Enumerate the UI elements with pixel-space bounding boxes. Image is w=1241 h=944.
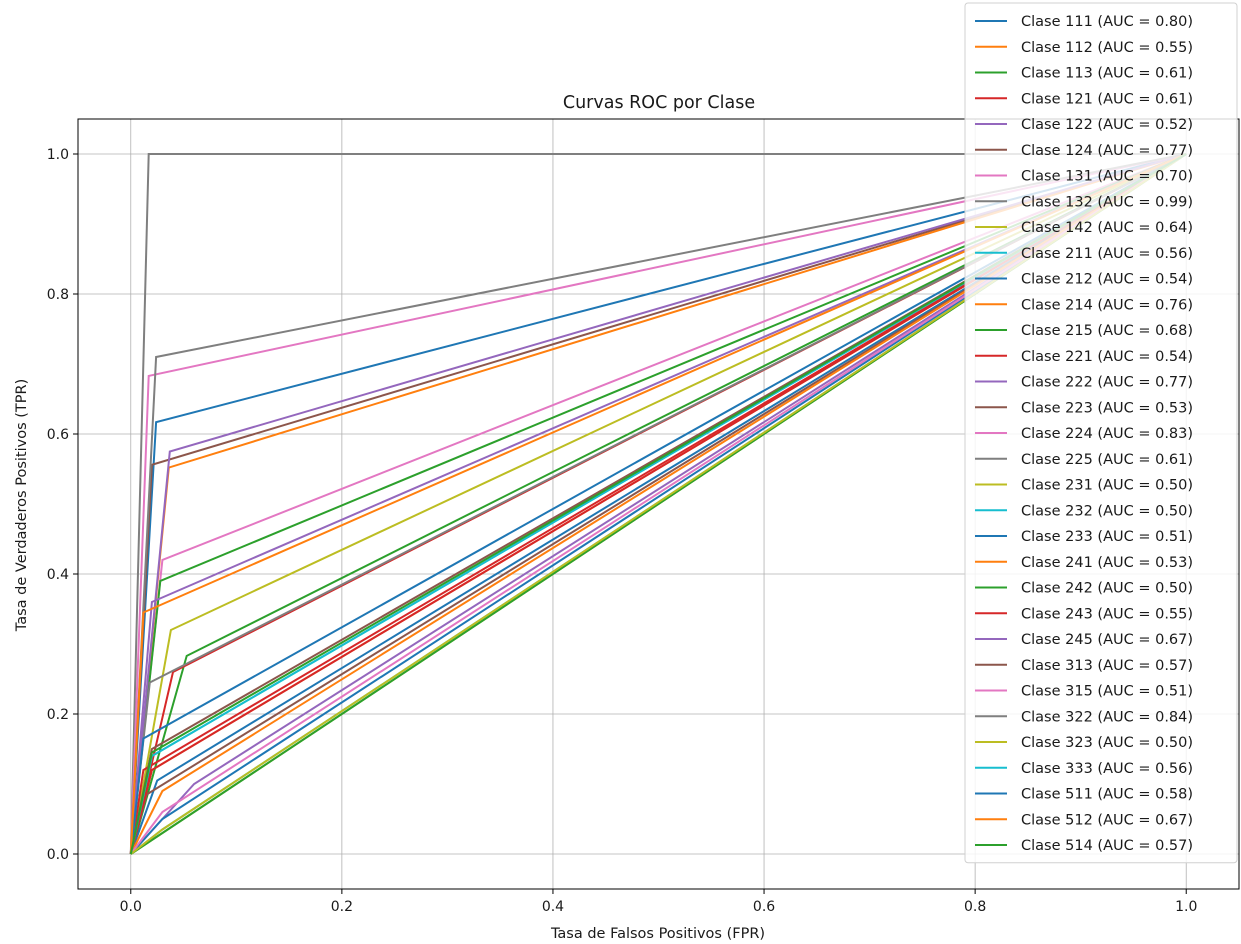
legend-entry: Clase 322 (AUC = 0.84) [1021,709,1193,725]
legend-entry: Clase 215 (AUC = 0.68) [1021,323,1193,339]
x-tick-label: 0.0 [120,899,142,915]
legend-entry: Clase 132 (AUC = 0.99) [1021,194,1193,210]
legend-entry: Clase 333 (AUC = 0.56) [1021,761,1193,777]
x-axis-label: Tasa de Falsos Positivos (FPR) [550,926,765,942]
y-axis-label: Tasa de Verdaderos Positivos (TPR) [14,379,30,632]
legend-entry: Clase 121 (AUC = 0.61) [1021,91,1193,107]
legend-entry: Clase 323 (AUC = 0.50) [1021,735,1193,751]
legend-entry: Clase 211 (AUC = 0.56) [1021,246,1193,262]
legend: Clase 111 (AUC = 0.80) Clase 112 (AUC = 0… [964,2,1238,864]
x-tick-label: 0.6 [753,899,775,915]
legend-entry: Clase 142 (AUC = 0.64) [1021,220,1193,236]
legend-entry: Clase 231 (AUC = 0.50) [1021,478,1193,494]
roc-curve-212 [129,153,1187,855]
tick-layer: 0.0 0.2 0.4 0.6 0.8 1.0 0.0 0.2 0.4 0.6 0.8 1.0 [47,147,1198,915]
legend-entry: Clase 313 (AUC = 0.57) [1021,658,1193,674]
roc-curve-221 [129,153,1187,855]
legend-entry: Clase 242 (AUC = 0.50) [1021,581,1193,597]
roc-curve-315 [130,153,1187,855]
y-tick-label: 0.0 [47,847,69,863]
legend-entry: Clase 122 (AUC = 0.52) [1021,117,1193,133]
roc-curve-323 [130,153,1187,855]
legend-entry: Clase 223 (AUC = 0.53) [1021,400,1193,416]
y-tick-label: 1.0 [47,147,69,163]
roc-curve-113 [129,153,1187,855]
y-tick-label: 0.8 [47,287,69,303]
legend-entry: Clase 511 (AUC = 0.58) [1021,787,1193,803]
legend-entry: Clase 241 (AUC = 0.53) [1021,555,1193,571]
legend-entry: Clase 214 (AUC = 0.76) [1021,297,1193,313]
legend-entry: Clase 224 (AUC = 0.83) [1021,426,1193,442]
y-tick-label: 0.4 [47,567,69,583]
series-layer [129,153,1187,855]
roc-curve-222 [129,153,1187,855]
roc-curve-245 [129,153,1187,855]
x-tick-label: 0.2 [331,899,353,915]
legend-entry: Clase 232 (AUC = 0.50) [1021,503,1193,519]
chart-title: Curvas ROC por Clase [563,93,755,113]
plot-frame [77,118,1240,890]
x-tick-label: 0.4 [542,899,564,915]
legend-entry: Clase 124 (AUC = 0.77) [1021,143,1193,159]
legend-entry: Clase 233 (AUC = 0.51) [1021,529,1193,545]
roc-curve-512 [129,153,1187,855]
legend-box [964,2,1238,864]
roc-curve-224 [129,153,1187,855]
legend-entry: Clase 111 (AUC = 0.80) [1021,14,1193,30]
y-tick-label: 0.2 [47,707,69,723]
x-tick-label: 0.8 [964,899,986,915]
legend-entry: Clase 243 (AUC = 0.55) [1021,606,1193,622]
legend-entry: Clase 514 (AUC = 0.57) [1021,838,1193,854]
roc-curve-514 [129,153,1187,855]
legend-entry: Clase 212 (AUC = 0.54) [1021,272,1193,288]
y-tick-label: 0.6 [47,427,69,443]
roc-curve-233 [130,153,1187,855]
legend-entry: Clase 113 (AUC = 0.61) [1021,66,1193,82]
legend-entry: Clase 131 (AUC = 0.70) [1021,169,1193,185]
roc-curve-132 [129,153,1187,855]
legend-entry: Clase 512 (AUC = 0.67) [1021,812,1193,828]
legend-entry: Clase 222 (AUC = 0.77) [1021,375,1193,391]
legend-entry: Clase 245 (AUC = 0.67) [1021,632,1193,648]
roc-curve-511 [129,153,1187,855]
legend-entry: Clase 221 (AUC = 0.54) [1021,349,1193,365]
x-tick-label: 1.0 [1175,899,1197,915]
legend-entry: Clase 225 (AUC = 0.61) [1021,452,1193,468]
roc-curve-142 [129,153,1187,855]
legend-entry: Clase 112 (AUC = 0.55) [1021,40,1193,56]
roc-curve-241 [129,153,1187,855]
legend-entry: Clase 315 (AUC = 0.51) [1021,684,1193,700]
